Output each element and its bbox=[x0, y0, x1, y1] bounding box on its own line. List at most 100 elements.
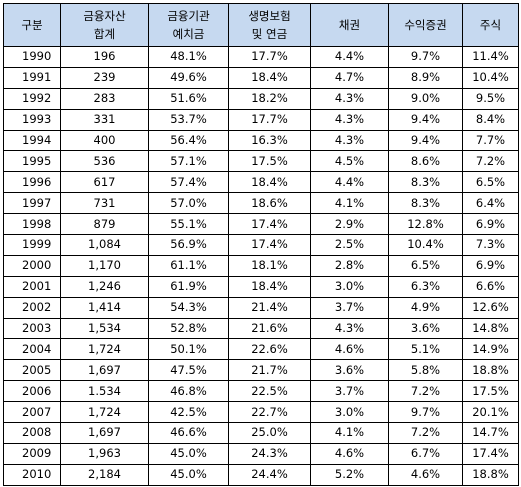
value-cell: 3.0% bbox=[310, 275, 389, 298]
header-cell: 생명보험 및 연금 bbox=[228, 3, 311, 47]
value-cell: 4.5% bbox=[310, 150, 389, 173]
year-cell: 1993 bbox=[3, 108, 61, 131]
header-text: 금융자산 bbox=[83, 9, 126, 23]
value-cell: 7.7% bbox=[462, 129, 519, 152]
value-cell: 16.3% bbox=[228, 129, 311, 152]
value-cell: 4.3% bbox=[310, 129, 389, 152]
value-cell: 617 bbox=[60, 171, 149, 194]
value-cell: 61.9% bbox=[148, 275, 229, 298]
value-cell: 731 bbox=[60, 192, 149, 215]
value-cell: 331 bbox=[60, 108, 149, 131]
value-cell: 17.4% bbox=[228, 213, 311, 236]
table-row: 1991 239 49.6% 18.4% 4.7% 8.9% 10.4% bbox=[3, 66, 519, 89]
value-cell: 46.8% bbox=[148, 380, 229, 403]
value-cell: 21.7% bbox=[228, 359, 311, 382]
value-cell: 4.3% bbox=[310, 87, 389, 110]
value-cell: 7.2% bbox=[462, 150, 519, 173]
value-cell: 18.6% bbox=[228, 192, 311, 215]
value-cell: 17.4% bbox=[228, 234, 311, 256]
year-cell: 1998 bbox=[3, 213, 61, 236]
value-cell: 4.7% bbox=[310, 66, 389, 89]
table-row: 2007 1,724 42.5% 22.7% 3.0% 9.7% 20.1% bbox=[3, 401, 519, 424]
value-cell: 3.6% bbox=[388, 317, 463, 340]
header-cell: 주식 bbox=[462, 3, 519, 47]
table-row: 1997 731 57.0% 18.6% 4.1% 8.3% 6.4% bbox=[3, 192, 519, 215]
table-body: 1990 196 48.1% 17.7% 4.4% 9.7% 11.4% 1991 239 49.… bbox=[3, 46, 519, 486]
value-cell: 18.1% bbox=[228, 254, 311, 277]
value-cell: 9.7% bbox=[388, 46, 463, 68]
value-cell: 1,963 bbox=[60, 442, 149, 465]
value-cell: 8.3% bbox=[388, 171, 463, 194]
value-cell: 56.9% bbox=[148, 234, 229, 256]
value-cell: 5.8% bbox=[388, 359, 463, 382]
value-cell: 6.5% bbox=[462, 171, 519, 194]
table-row: 2004 1,724 50.1% 22.6% 4.6% 5.1% 14.9% bbox=[3, 338, 519, 361]
value-cell: 1.534 bbox=[60, 380, 149, 403]
value-cell: 46.6% bbox=[148, 422, 229, 444]
value-cell: 5.2% bbox=[310, 463, 389, 486]
value-cell: 45.0% bbox=[148, 463, 229, 486]
year-cell: 1996 bbox=[3, 171, 61, 194]
value-cell: 10.4% bbox=[462, 66, 519, 89]
value-cell: 14.9% bbox=[462, 338, 519, 361]
value-cell: 17.5% bbox=[462, 380, 519, 403]
table-row: 2002 1,414 54.3% 21.4% 3.7% 4.9% 12.6% bbox=[3, 296, 519, 319]
value-cell: 14.7% bbox=[462, 422, 519, 444]
value-cell: 2,184 bbox=[60, 463, 149, 486]
value-cell: 22.7% bbox=[228, 401, 311, 424]
header-text: 금융기관 bbox=[167, 9, 210, 23]
year-cell: 1997 bbox=[3, 192, 61, 215]
table-row: 2000 1,170 61.1% 18.1% 2.8% 6.5% 6.9% bbox=[3, 254, 519, 277]
header-text: 주식 bbox=[479, 18, 502, 32]
value-cell: 8.6% bbox=[388, 150, 463, 173]
value-cell: 1,534 bbox=[60, 317, 149, 340]
value-cell: 4.1% bbox=[310, 422, 389, 444]
header-text: 예치금 bbox=[172, 27, 205, 41]
value-cell: 47.5% bbox=[148, 359, 229, 382]
header-text: 합계 bbox=[93, 27, 116, 41]
value-cell: 17.7% bbox=[228, 46, 311, 68]
value-cell: 12.8% bbox=[388, 213, 463, 236]
value-cell: 42.5% bbox=[148, 401, 229, 424]
value-cell: 2.9% bbox=[310, 213, 389, 236]
value-cell: 20.1% bbox=[462, 401, 519, 424]
value-cell: 48.1% bbox=[148, 46, 229, 68]
value-cell: 1,170 bbox=[60, 254, 149, 277]
value-cell: 1,724 bbox=[60, 338, 149, 361]
value-cell: 3.7% bbox=[310, 380, 389, 403]
table-row: 2010 2,184 45.0% 24.4% 5.2% 4.6% 18.8% bbox=[3, 463, 519, 486]
value-cell: 57.1% bbox=[148, 150, 229, 173]
value-cell: 18.4% bbox=[228, 171, 311, 194]
value-cell: 9.0% bbox=[388, 87, 463, 110]
year-cell: 1994 bbox=[3, 129, 61, 152]
value-cell: 17.7% bbox=[228, 108, 311, 131]
value-cell: 12.6% bbox=[462, 296, 519, 319]
table-row: 1992 283 51.6% 18.2% 4.3% 9.0% 9.5% bbox=[3, 87, 519, 110]
value-cell: 56.4% bbox=[148, 129, 229, 152]
year-cell: 1990 bbox=[3, 46, 61, 68]
value-cell: 1,246 bbox=[60, 275, 149, 298]
year-cell: 2005 bbox=[3, 359, 61, 382]
value-cell: 7.2% bbox=[388, 422, 463, 444]
table-row: 2006 1.534 46.8% 22.5% 3.7% 7.2% 17.5% bbox=[3, 380, 519, 403]
value-cell: 2.5% bbox=[310, 234, 389, 256]
value-cell: 6.7% bbox=[388, 442, 463, 465]
table-row: 2005 1,697 47.5% 21.7% 3.6% 5.8% 18.8% bbox=[3, 359, 519, 382]
year-cell: 2010 bbox=[3, 463, 61, 486]
value-cell: 283 bbox=[60, 87, 149, 110]
year-cell: 2004 bbox=[3, 338, 61, 361]
value-cell: 45.0% bbox=[148, 442, 229, 465]
year-cell: 2001 bbox=[3, 275, 61, 298]
value-cell: 1,724 bbox=[60, 401, 149, 424]
value-cell: 6.5% bbox=[388, 254, 463, 277]
value-cell: 50.1% bbox=[148, 338, 229, 361]
value-cell: 11.4% bbox=[462, 46, 519, 68]
value-cell: 1,414 bbox=[60, 296, 149, 319]
value-cell: 4.6% bbox=[388, 463, 463, 486]
value-cell: 6.4% bbox=[462, 192, 519, 215]
value-cell: 1,697 bbox=[60, 359, 149, 382]
value-cell: 21.6% bbox=[228, 317, 311, 340]
